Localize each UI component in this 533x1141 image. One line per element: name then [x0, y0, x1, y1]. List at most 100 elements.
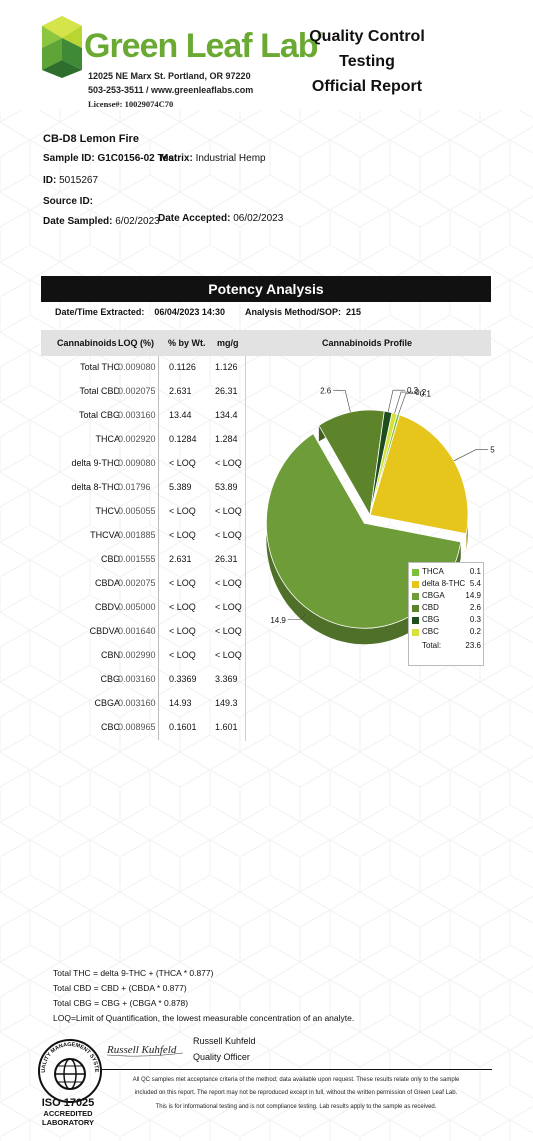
signature: Russell Kuhfeld: [106, 1044, 184, 1057]
legend-swatch: [412, 569, 419, 576]
legend-total-label: Total:: [422, 641, 442, 650]
analysis-method-label: Analysis Method/SOP:: [245, 307, 342, 317]
table-row: CBGA 0.003160 14.93 149.3: [41, 692, 246, 716]
cell-loq: 0.008965: [118, 722, 156, 732]
cell-percent-wt: < LOQ: [169, 530, 196, 540]
loq-definition: LOQ=Limit of Quantification, the lowest …: [53, 1013, 355, 1023]
slice-value-label: 5: [490, 445, 495, 454]
row-separator: [158, 404, 159, 428]
analysis-method-value: 215: [346, 307, 362, 317]
iso-line-1: ISO 17025: [41, 1097, 95, 1109]
date-accepted-label: Date Accepted:: [158, 213, 231, 224]
table-header-band: [41, 330, 491, 356]
cell-cannabinoid: THCA: [95, 434, 121, 444]
iso-label: ISO 17025 ACCREDITED LABORATORY: [35, 1097, 101, 1127]
slice-value-label: 0.3: [407, 386, 419, 395]
disclaimer-line-2: included on this report. The report may …: [134, 1090, 458, 1096]
cell-percent-wt: 13.44: [169, 410, 192, 420]
report-title: Quality Control Testing Official Report: [287, 24, 447, 99]
legend-label: CBD: [422, 603, 439, 612]
sample-id: Sample ID: G1C0156-02 Test: [43, 153, 177, 164]
legend-label: CBGA: [422, 591, 445, 600]
cell-mg-per-g: 149.3: [215, 698, 238, 708]
cell-cannabinoid: CBC: [100, 722, 120, 732]
cell-cannabinoid: CBN: [100, 650, 120, 660]
legend-label: delta 8-THC: [422, 579, 466, 588]
cell-percent-wt: 14.93: [169, 698, 192, 708]
cell-percent-wt: 5.389: [169, 482, 192, 492]
cell-mg-per-g: 26.31: [215, 386, 238, 396]
cell-mg-per-g: < LOQ: [215, 650, 242, 660]
table-row: THCA 0.002920 0.1284 1.284: [41, 428, 246, 452]
cell-loq: 0.002075: [118, 578, 156, 588]
table-divider: [245, 356, 246, 741]
id-label: ID:: [43, 175, 57, 186]
cell-cannabinoid: CBD: [100, 554, 120, 564]
cell-loq: 0.009080: [118, 458, 156, 468]
legend-label: CBG: [422, 615, 440, 624]
product-name: CB-D8 Lemon Fire: [43, 133, 139, 145]
cell-percent-wt: 2.631: [169, 386, 192, 396]
table-row: CBN 0.002990 < LOQ < LOQ: [41, 644, 246, 668]
table-row: CBDV 0.005000 < LOQ < LOQ: [41, 596, 246, 620]
cell-cannabinoid: delta 9-THC: [71, 458, 120, 468]
profile-title: Cannabinoids Profile: [322, 338, 413, 348]
table-row: CBC 0.008965 0.1601 1.601: [41, 716, 246, 740]
formula-total-cbd: Total CBD = CBD + (CBDA * 0.877): [53, 983, 187, 993]
cell-percent-wt: 0.1126: [169, 362, 196, 372]
cell-loq: 0.002075: [118, 386, 156, 396]
legend-swatch: [412, 581, 419, 588]
cell-mg-per-g: < LOQ: [215, 578, 242, 588]
signer-name: Russell Kuhfeld: [193, 1036, 256, 1046]
address-line-2: 503-253-3511 / www.greenleaflabs.com: [88, 85, 254, 95]
cell-loq: 0.005055: [118, 506, 156, 516]
legend-item: CBD 2.6: [412, 603, 484, 615]
legend-item: CBG 0.3: [412, 615, 484, 627]
row-separator: [158, 596, 159, 620]
cell-loq: 0.002920: [118, 434, 156, 444]
license-number: License#: 10029074C70: [88, 99, 174, 109]
legend-label: CBC: [422, 627, 439, 636]
table-row: THCVA 0.001885 < LOQ < LOQ: [41, 524, 246, 548]
row-separator: [158, 716, 159, 740]
analysis-method: Analysis Method/SOP: 215: [245, 307, 361, 317]
address-line-1: 12025 NE Marx St. Portland, OR 97220: [88, 71, 251, 81]
cell-loq: 0.001555: [118, 554, 156, 564]
date-sampled: Date Sampled: 6/02/2023: [43, 216, 160, 227]
legend-label: THCA: [422, 567, 444, 576]
row-separator: [158, 524, 159, 548]
cell-cannabinoid: CBDV: [94, 602, 120, 612]
slice-value-label: 0.2: [415, 388, 427, 397]
cell-percent-wt: < LOQ: [169, 458, 196, 468]
matrix-value: Industrial Hemp: [195, 153, 266, 164]
cell-loq: 0.01796: [118, 482, 151, 492]
cell-cannabinoid: Total CBG: [78, 410, 120, 420]
green-leaf-logo: [42, 16, 82, 78]
cell-mg-per-g: 1.601: [215, 722, 238, 732]
legend-item: THCA 0.1: [412, 567, 484, 579]
legend-total-value: 23.6: [465, 641, 481, 650]
matrix-label: Matrix:: [160, 153, 193, 164]
cell-cannabinoid: CBDA: [94, 578, 120, 588]
leader-line: [398, 393, 418, 415]
cell-loq: 0.003160: [118, 698, 156, 708]
cell-mg-per-g: < LOQ: [215, 602, 242, 612]
pie-slice-cbc: [369, 412, 398, 516]
legend-total: Total: 23.6: [412, 641, 484, 653]
column-header-mgg: mg/g: [217, 338, 239, 348]
date-accepted-value: 06/02/2023: [233, 213, 284, 224]
table-row: delta 9-THC 0.009080 < LOQ < LOQ: [41, 452, 246, 476]
table-row: Total THC 0.009080 0.1126 1.126: [41, 356, 246, 380]
legend-value: 0.1: [469, 567, 481, 576]
pie-slice-cbd: [318, 409, 385, 517]
legend-item: CBGA 14.9: [412, 591, 484, 603]
cell-cannabinoid: CBG: [100, 674, 120, 684]
slice-value-label: 0.1: [420, 389, 432, 398]
cell-mg-per-g: 1.284: [215, 434, 238, 444]
cell-mg-per-g: < LOQ: [215, 506, 242, 516]
footer-rule: [102, 1069, 492, 1070]
date-extracted: Date/Time Extracted: 06/04/2023 14:30: [55, 307, 225, 317]
row-separator: [158, 476, 159, 500]
registered-mark: ®: [317, 31, 324, 40]
